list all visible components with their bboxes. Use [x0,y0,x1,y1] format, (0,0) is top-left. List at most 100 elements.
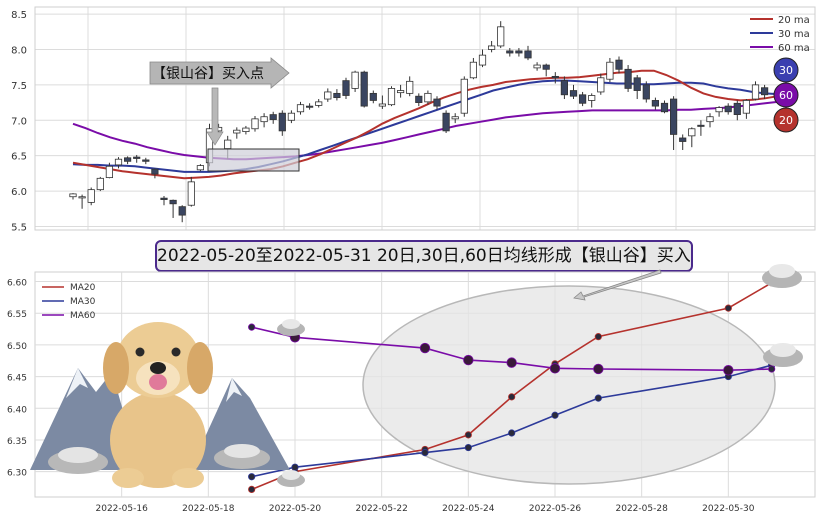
data-point-ma30 [291,463,299,471]
data-point-ma30 [551,411,559,419]
top-y-tick-label: 6.0 [11,187,27,198]
candle [169,199,177,218]
bottom-y-tick-label: 6.30 [7,469,27,479]
data-point-ma20 [724,304,732,312]
candle [697,120,705,136]
annotation-label: 【银山谷】买入点 [152,66,264,82]
candle [387,86,396,107]
candle [87,187,95,206]
candle [533,62,541,71]
top-y-tick-label: 8.0 [11,45,27,56]
candle [269,111,277,124]
candle [478,49,487,68]
candle [670,96,678,151]
candle [560,76,569,100]
badge-60 [773,82,799,108]
top-ma60-line [72,100,778,161]
data-point-ma30 [724,372,732,381]
data-point-ma20 [508,393,516,401]
data-point-ma60 [419,342,431,354]
candle [315,99,323,108]
candle [469,57,478,80]
legend-60ma: 60 ma [778,43,810,54]
candle [151,168,159,179]
candle [296,101,305,115]
data-point-ma30 [464,443,472,452]
top-plot-frame [34,6,816,231]
candle [196,164,204,172]
valley-highlight-box [207,148,300,172]
data-point-ma20 [594,333,602,341]
top-y-tick-label: 5.5 [11,222,27,233]
badge-60-label: 60 [779,89,793,102]
candle [515,48,523,57]
candle [287,110,296,124]
data-point-ma30 [421,449,429,457]
bottom-x-tick-label: 2022-05-28 [616,504,669,514]
pattern-banner: 2022-05-20至2022-05-31 20日,30日,60日均线形成【银山… [155,240,693,272]
series-line-ma60 [251,326,772,372]
candle [124,156,132,165]
bottom-plot-frame [34,271,816,498]
candle [742,99,751,119]
silver-ingot-left [48,447,108,474]
dog-illustration [103,322,213,488]
data-point-ma20 [291,468,299,476]
candle [114,157,123,169]
data-point-ma30 [508,429,516,437]
ma-lines [72,69,778,180]
candle [633,74,641,100]
data-point-ma30 [594,394,602,402]
candle [460,76,468,117]
candle [415,93,423,107]
top-y-tick-label: 8.5 [11,10,27,21]
legend-ma60: MA60 [70,311,96,321]
candles [69,21,769,223]
candle [424,90,432,105]
candle [305,103,314,110]
candle [160,196,168,206]
candle [724,103,732,115]
data-point-ma60 [593,363,604,375]
candle [360,70,368,108]
ellipse-pointer-arrow [573,269,662,301]
candle [178,205,186,223]
data-point-ma30 [768,361,776,369]
bottom-x-tick-label: 2022-05-30 [702,504,755,514]
legend-ma30: MA30 [70,297,96,307]
candle [378,95,387,109]
candle [133,154,141,163]
bottom-x-tick-label: 2022-05-22 [356,504,408,514]
top-legend: 20 ma 30 ma 60 ma [750,15,810,54]
candle [233,127,241,139]
data-point-ma60 [723,365,734,376]
bottom-x-tick-label: 2022-05-20 [269,504,322,514]
candle [342,77,350,100]
candlestick-chart: 5.5 6.0 6.5 7.0 7.5 8.0 8.5 【银山谷】买入点 20 ma 30 … [11,6,816,233]
candle [733,100,741,121]
candle [487,40,496,53]
annotation-pointer [206,87,224,146]
top-ma20-line [72,69,778,180]
candle [142,157,150,165]
candle [542,63,550,77]
ma-detail-lines [251,282,773,491]
candle [324,88,332,102]
candle [579,91,587,107]
candle [260,113,268,128]
legend-30ma: 30 ma [778,29,810,40]
candle [761,84,769,100]
data-point-ma20 [768,279,776,287]
top-y-tick-label: 6.5 [11,152,27,163]
candle [78,194,86,209]
data-point-ma20 [248,485,256,493]
candle [651,97,660,110]
candle [660,100,669,114]
silver-ingot-marker-bottomleft [277,470,305,487]
candle [442,110,450,134]
bottom-x-tick-label: 2022-05-26 [529,504,582,514]
badge-30 [773,57,799,83]
data-point-ma60 [549,363,561,374]
legend-20ma: 20 ma [778,15,810,26]
candle [333,89,341,101]
